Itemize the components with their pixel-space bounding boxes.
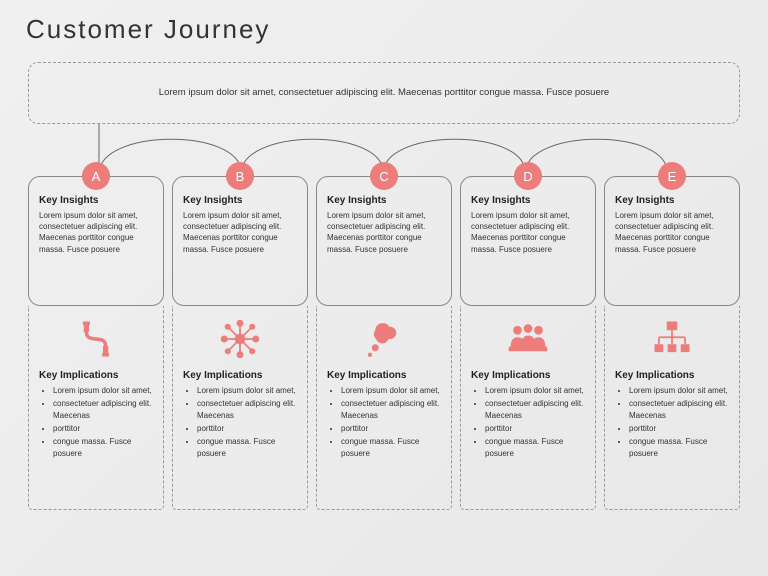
implication-item: Lorem ipsum dolor sit amet, [629,385,729,397]
insight-card: Key Insights Lorem ipsum dolor sit amet, … [460,176,596,306]
header-text: Lorem ipsum dolor sit amet, consectetuer… [159,86,609,100]
insight-card: Key Insights Lorem ipsum dolor sit amet, … [604,176,740,306]
meeting-icon [471,314,585,364]
implication-item: consectetuer adipiscing elit. Maecenas [53,398,153,422]
implication-item: consectetuer adipiscing elit. Maecenas [341,398,441,422]
implication-item: porttitor [341,423,441,435]
journey-column: EKey InsightsLorem ipsum dolor sit amet,… [604,176,740,510]
insight-title: Key Insights [39,195,153,206]
implication-item: Lorem ipsum dolor sit amet, [53,385,153,397]
hierarchy-icon [615,314,729,364]
implication-list: Lorem ipsum dolor sit amet,consectetuer … [39,385,153,460]
implication-list: Lorem ipsum dolor sit amet,consectetuer … [615,385,729,460]
implication-item: porttitor [53,423,153,435]
insight-card: Key Insights Lorem ipsum dolor sit amet, … [28,176,164,306]
implication-item: congue massa. Fusce posuere [53,436,153,460]
insight-body: Lorem ipsum dolor sit amet, consectetuer… [39,210,153,255]
insight-card: Key Insights Lorem ipsum dolor sit amet, … [316,176,452,306]
implication-item: Lorem ipsum dolor sit amet, [485,385,585,397]
implication-card: Key Implications Lorem ipsum dolor sit am… [172,306,308,510]
implication-item: congue massa. Fusce posuere [629,436,729,460]
implication-item: consectetuer adipiscing elit. Maecenas [629,398,729,422]
page-title: Customer Journey [26,14,270,45]
implication-item: consectetuer adipiscing elit. Maecenas [485,398,585,422]
insight-body: Lorem ipsum dolor sit amet, consectetuer… [183,210,297,255]
implication-item: Lorem ipsum dolor sit amet, [197,385,297,397]
insight-title: Key Insights [615,195,729,206]
insight-title: Key Insights [183,195,297,206]
stage-badge: A [82,162,110,190]
implication-item: congue massa. Fusce posuere [485,436,585,460]
stage-badge: B [226,162,254,190]
implication-card: Key Implications Lorem ipsum dolor sit am… [460,306,596,510]
network-icon [183,314,297,364]
implication-item: Lorem ipsum dolor sit amet, [341,385,441,397]
columns-container: AKey InsightsLorem ipsum dolor sit amet,… [28,176,740,510]
implication-card: Key Implications Lorem ipsum dolor sit am… [316,306,452,510]
implication-item: consectetuer adipiscing elit. Maecenas [197,398,297,422]
implication-item: congue massa. Fusce posuere [341,436,441,460]
stage-badge: C [370,162,398,190]
insight-title: Key Insights [471,195,585,206]
implication-item: porttitor [629,423,729,435]
implication-list: Lorem ipsum dolor sit amet,consectetuer … [183,385,297,460]
implication-item: porttitor [197,423,297,435]
implication-item: porttitor [485,423,585,435]
implication-title: Key Implications [183,370,297,381]
implication-card: Key Implications Lorem ipsum dolor sit am… [604,306,740,510]
insight-body: Lorem ipsum dolor sit amet, consectetuer… [471,210,585,255]
insight-title: Key Insights [327,195,441,206]
implication-card: Key Implications Lorem ipsum dolor sit am… [28,306,164,510]
insight-card: Key Insights Lorem ipsum dolor sit amet, … [172,176,308,306]
thought-icon [327,314,441,364]
insight-body: Lorem ipsum dolor sit amet, consectetuer… [327,210,441,255]
implication-title: Key Implications [615,370,729,381]
stage-badge: D [514,162,542,190]
implication-list: Lorem ipsum dolor sit amet,consectetuer … [471,385,585,460]
stage-badge: E [658,162,686,190]
implication-title: Key Implications [327,370,441,381]
cable-icon [39,314,153,364]
journey-column: DKey InsightsLorem ipsum dolor sit amet,… [460,176,596,510]
implication-title: Key Implications [471,370,585,381]
implication-list: Lorem ipsum dolor sit amet,consectetuer … [327,385,441,460]
journey-column: AKey InsightsLorem ipsum dolor sit amet,… [28,176,164,510]
journey-column: CKey InsightsLorem ipsum dolor sit amet,… [316,176,452,510]
insight-body: Lorem ipsum dolor sit amet, consectetuer… [615,210,729,255]
implication-item: congue massa. Fusce posuere [197,436,297,460]
implication-title: Key Implications [39,370,153,381]
header-box: Lorem ipsum dolor sit amet, consectetuer… [28,62,740,124]
journey-column: BKey InsightsLorem ipsum dolor sit amet,… [172,176,308,510]
